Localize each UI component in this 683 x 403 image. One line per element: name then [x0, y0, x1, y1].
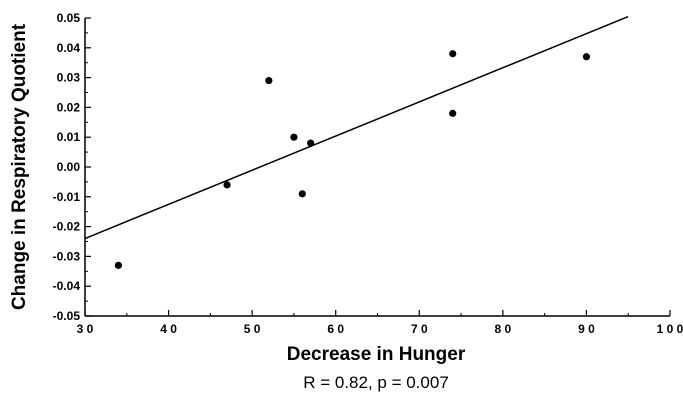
data-point — [307, 139, 315, 147]
data-points — [114, 50, 591, 269]
x-tick-label: 8 0 — [495, 322, 512, 336]
x-tick-label: 7 0 — [411, 322, 428, 336]
y-tick-label: -0.04 — [53, 279, 81, 293]
y-tick-label: 0.00 — [57, 160, 81, 174]
y-tick-label: -0.05 — [53, 309, 81, 323]
data-point — [223, 181, 231, 189]
x-tick-label: 6 0 — [327, 322, 344, 336]
x-tick-label: 4 0 — [160, 322, 177, 336]
data-point — [290, 133, 298, 141]
y-tick-label: 0.02 — [57, 100, 81, 114]
y-tick-label: -0.01 — [53, 190, 81, 204]
x-tick-label: 9 0 — [578, 322, 595, 336]
data-point — [114, 261, 123, 269]
data-point — [449, 109, 457, 117]
y-tick-label: 0.01 — [57, 130, 81, 144]
data-point — [265, 76, 273, 85]
x-tick-label: 1 0 0 — [657, 322, 683, 336]
y-axis-title: Change in Respiratory Quotient — [9, 23, 30, 310]
x-tick-label: 5 0 — [244, 322, 261, 336]
y-tick-label: -0.03 — [53, 249, 81, 263]
ticks-layer: -0.05 -0.04 -0.03 -0.02 -0.01 0.00 0.01 0.02 0.0… — [53, 11, 683, 336]
stats-annotation: R = 0.82, p = 0.007 — [303, 373, 449, 392]
y-tick-label: 0.03 — [57, 71, 81, 85]
regression-line — [84, 15, 629, 240]
y-tick-label: 0.04 — [57, 41, 81, 55]
data-point — [582, 53, 591, 61]
x-axis-title: Decrease in Hunger — [287, 344, 466, 365]
data-point — [449, 50, 457, 58]
y-tick-label: -0.02 — [53, 220, 81, 234]
data-point — [298, 190, 306, 198]
x-tick-label: 3 0 — [77, 322, 94, 336]
y-tick-label: 0.05 — [57, 11, 81, 25]
